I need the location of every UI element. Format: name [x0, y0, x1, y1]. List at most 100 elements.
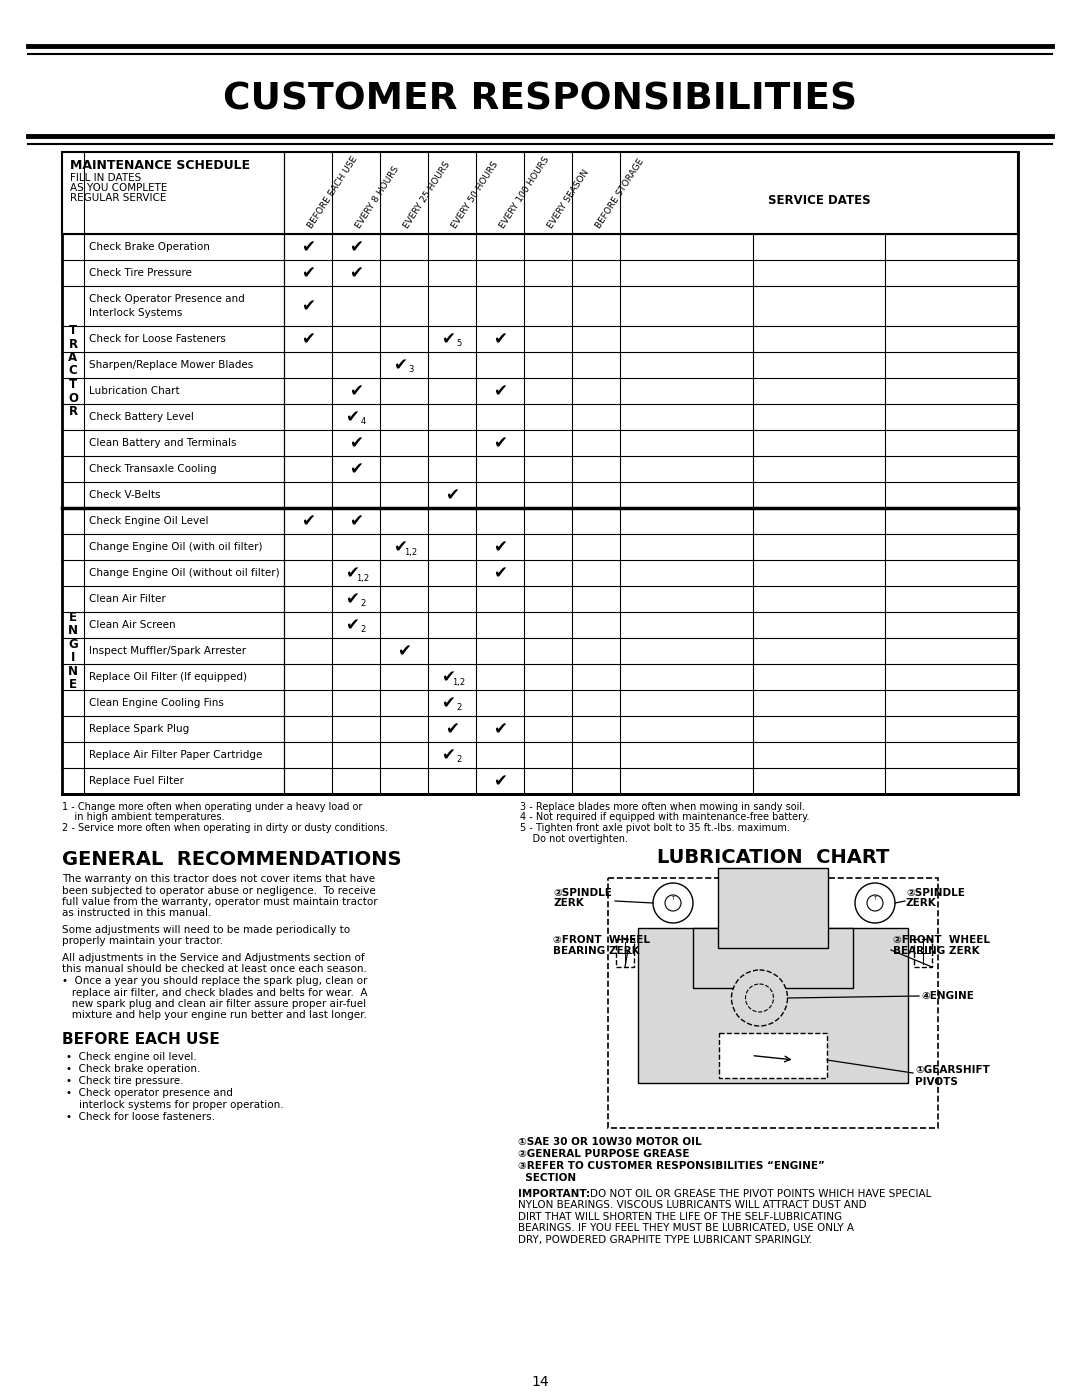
Text: C: C	[69, 365, 78, 377]
Bar	[62, 152, 1018, 235]
Text: EVERY 8 HOURS: EVERY 8 HOURS	[354, 165, 401, 231]
Circle shape	[653, 883, 693, 923]
Text: •  Check for loose fasteners.: • Check for loose fasteners.	[66, 1112, 215, 1122]
Text: ②FRONT  WHEEL: ②FRONT WHEEL	[553, 935, 650, 944]
Text: ①GEARSHIFT: ①GEARSHIFT	[915, 1065, 990, 1076]
Bar	[719, 1032, 827, 1078]
Text: Clean Air Screen: Clean Air Screen	[89, 620, 176, 630]
Text: ②FRONT  WHEEL: ②FRONT WHEEL	[893, 935, 990, 944]
Text: ✔: ✔	[301, 298, 315, 314]
Text: ✔: ✔	[346, 616, 359, 634]
Text: ✔: ✔	[346, 408, 359, 426]
Text: All adjustments in the Service and Adjustments section of: All adjustments in the Service and Adjus…	[62, 953, 365, 963]
Text: ✔: ✔	[301, 264, 315, 282]
Text: ✔: ✔	[349, 511, 363, 529]
Text: ✔: ✔	[441, 746, 455, 764]
Text: I: I	[71, 651, 76, 664]
Circle shape	[665, 895, 681, 911]
Text: 2 - Service more often when operating in dirty or dusty conditions.: 2 - Service more often when operating in…	[62, 823, 388, 833]
Text: ✔: ✔	[445, 486, 459, 504]
Text: interlock systems for proper operation.: interlock systems for proper operation.	[66, 1099, 284, 1111]
Text: ✔: ✔	[393, 538, 407, 556]
Text: GENERAL  RECOMMENDATIONS: GENERAL RECOMMENDATIONS	[62, 849, 402, 869]
Text: EVERY SEASON: EVERY SEASON	[546, 168, 591, 231]
Text: ✔: ✔	[494, 773, 507, 789]
Text: ✔: ✔	[441, 668, 455, 686]
Text: •  Check operator presence and: • Check operator presence and	[66, 1088, 233, 1098]
Text: 5: 5	[457, 339, 461, 348]
Text: Check Tire Pressure: Check Tire Pressure	[89, 268, 192, 278]
Text: mixture and help your engine run better and last longer.: mixture and help your engine run better …	[62, 1010, 367, 1020]
Text: Clean Battery and Terminals: Clean Battery and Terminals	[89, 439, 237, 448]
Text: A: A	[68, 351, 78, 365]
Text: ②GENERAL PURPOSE GREASE: ②GENERAL PURPOSE GREASE	[518, 1148, 689, 1160]
Text: Replace Air Filter Paper Cartridge: Replace Air Filter Paper Cartridge	[89, 750, 262, 760]
Text: PIVOTS: PIVOTS	[915, 1077, 958, 1087]
Text: ✔: ✔	[445, 719, 459, 738]
Text: SECTION: SECTION	[518, 1173, 576, 1183]
Text: •  Check engine oil level.: • Check engine oil level.	[66, 1052, 197, 1062]
Circle shape	[855, 883, 895, 923]
Text: Replace Fuel Filter: Replace Fuel Filter	[89, 775, 184, 787]
Text: Check Battery Level: Check Battery Level	[89, 412, 194, 422]
Bar	[638, 928, 908, 1083]
Text: properly maintain your tractor.: properly maintain your tractor.	[62, 936, 222, 947]
Text: Clean Engine Cooling Fins: Clean Engine Cooling Fins	[89, 698, 224, 708]
Text: ④ENGINE: ④ENGINE	[921, 990, 974, 1002]
Text: Lubrication Chart: Lubrication Chart	[89, 386, 179, 395]
Text: ✔: ✔	[441, 330, 455, 348]
Text: Change Engine Oil (with oil filter): Change Engine Oil (with oil filter)	[89, 542, 262, 552]
Text: Check Engine Oil Level: Check Engine Oil Level	[89, 515, 208, 527]
Text: Check V-Belts: Check V-Belts	[89, 490, 161, 500]
Bar	[718, 868, 828, 949]
Text: Some adjustments will need to be made periodically to: Some adjustments will need to be made pe…	[62, 925, 350, 935]
Text: 2: 2	[457, 756, 461, 764]
Text: ✔: ✔	[346, 590, 359, 608]
Text: ✔: ✔	[494, 330, 507, 348]
Circle shape	[867, 895, 883, 911]
Text: Check Transaxle Cooling: Check Transaxle Cooling	[89, 464, 217, 474]
Text: 4 - Not required if equipped with maintenance-free battery.: 4 - Not required if equipped with mainte…	[519, 813, 810, 823]
Bar	[914, 939, 932, 967]
Text: •  Check tire pressure.: • Check tire pressure.	[66, 1076, 184, 1085]
Text: BEFORE STORAGE: BEFORE STORAGE	[594, 156, 646, 231]
Text: NYLON BEARINGS. VISCOUS LUBRICANTS WILL ATTRACT DUST AND: NYLON BEARINGS. VISCOUS LUBRICANTS WILL …	[518, 1200, 866, 1210]
Text: ✔: ✔	[301, 511, 315, 529]
Text: ✔: ✔	[397, 643, 410, 659]
Text: ✔: ✔	[494, 434, 507, 453]
Circle shape	[745, 983, 773, 1011]
Text: 2: 2	[457, 704, 461, 712]
Text: ①SAE 30 OR 10W30 MOTOR OIL: ①SAE 30 OR 10W30 MOTOR OIL	[518, 1137, 702, 1147]
Text: ✔: ✔	[349, 381, 363, 400]
Text: FILL IN DATES: FILL IN DATES	[70, 173, 141, 183]
Text: Check Brake Operation: Check Brake Operation	[89, 242, 210, 251]
Text: ZERK: ZERK	[906, 898, 936, 908]
Text: Check for Loose Fasteners: Check for Loose Fasteners	[89, 334, 226, 344]
Text: ✔: ✔	[494, 564, 507, 583]
Text: E: E	[69, 610, 77, 623]
Text: EVERY 50 HOURS: EVERY 50 HOURS	[450, 159, 500, 231]
Text: R: R	[68, 405, 78, 418]
Text: this manual should be checked at least once each season.: this manual should be checked at least o…	[62, 964, 367, 975]
Text: The warranty on this tractor does not cover items that have: The warranty on this tractor does not co…	[62, 875, 375, 884]
Text: 2: 2	[361, 599, 366, 609]
Text: full value from the warranty, operator must maintain tractor: full value from the warranty, operator m…	[62, 897, 378, 907]
Text: ✔: ✔	[494, 381, 507, 400]
Text: CUSTOMER RESPONSIBILITIES: CUSTOMER RESPONSIBILITIES	[222, 82, 858, 117]
Text: Inspect Muffler/Spark Arrester: Inspect Muffler/Spark Arrester	[89, 645, 246, 657]
Text: BEARING ZERK: BEARING ZERK	[893, 946, 980, 956]
Text: O: O	[68, 391, 78, 405]
Text: E: E	[69, 679, 77, 692]
Text: ✔: ✔	[494, 538, 507, 556]
Text: REGULAR SERVICE: REGULAR SERVICE	[70, 193, 166, 203]
Text: Check Operator Presence and: Check Operator Presence and	[89, 293, 245, 305]
Text: Clean Air Filter: Clean Air Filter	[89, 594, 165, 604]
Text: •  Once a year you should replace the spark plug, clean or: • Once a year you should replace the spa…	[62, 977, 367, 986]
Text: ✔: ✔	[393, 356, 407, 374]
Text: DIRT THAT WILL SHORTEN THE LIFE OF THE SELF-LUBRICATING: DIRT THAT WILL SHORTEN THE LIFE OF THE S…	[518, 1213, 842, 1222]
Text: EVERY 25 HOURS: EVERY 25 HOURS	[402, 159, 451, 231]
Text: T: T	[874, 897, 877, 901]
Text: N: N	[68, 665, 78, 678]
Text: BEFORE EACH USE: BEFORE EACH USE	[62, 1032, 219, 1046]
Bar	[616, 939, 634, 967]
